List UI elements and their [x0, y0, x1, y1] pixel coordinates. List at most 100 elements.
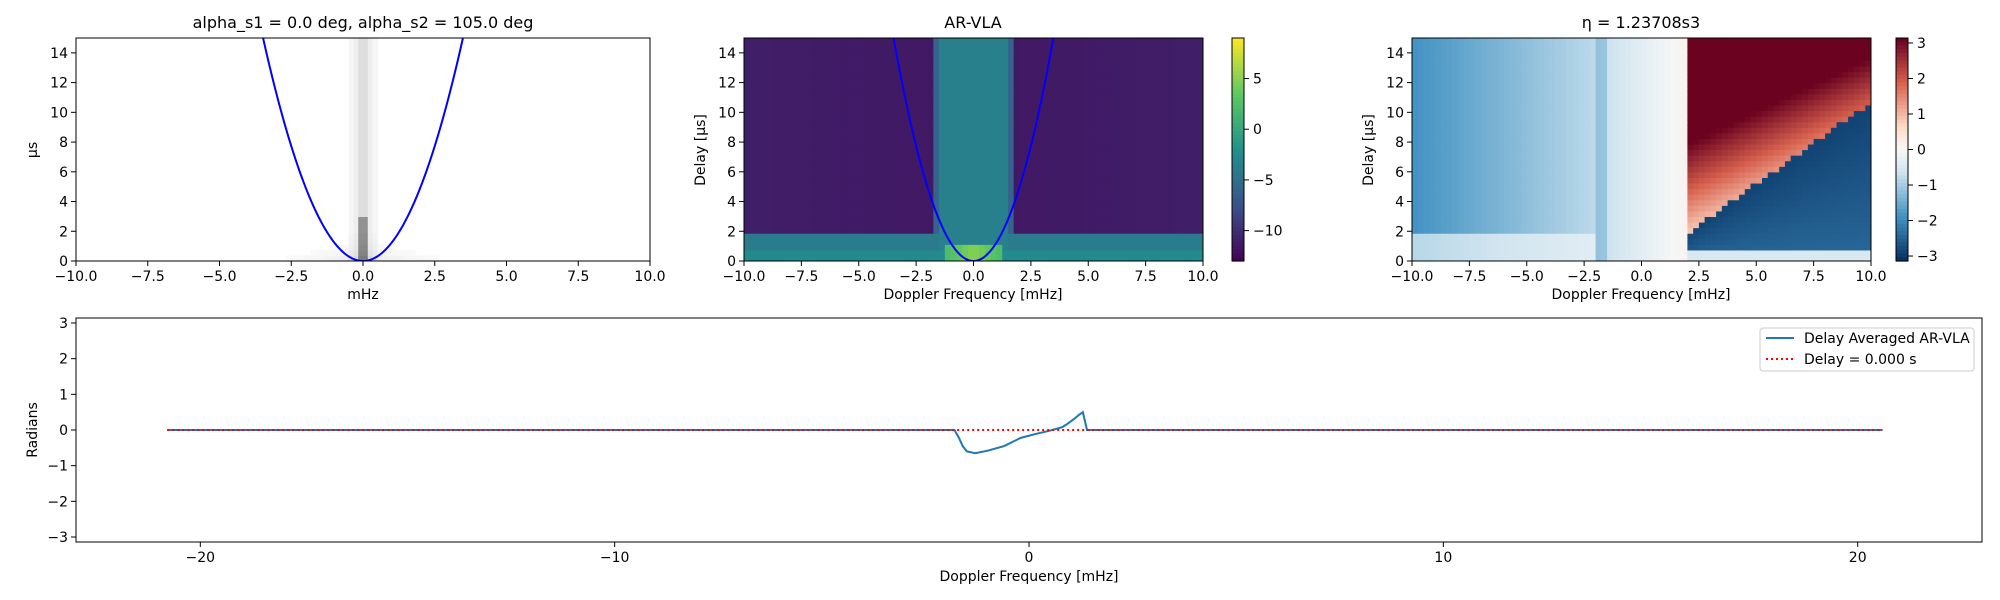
heatmap-cell — [772, 127, 780, 134]
heatmap-cell — [1658, 221, 1666, 229]
heatmap-cell — [1452, 205, 1459, 212]
heatmap-cell — [1853, 199, 1861, 206]
heatmap-cell — [1082, 43, 1089, 50]
heatmap-cell — [853, 82, 860, 89]
heatmap-cell — [1773, 171, 1780, 178]
heatmap-cell — [1053, 132, 1061, 139]
heatmap-cell — [1802, 166, 1809, 173]
heatmap-cell — [1463, 227, 1470, 234]
heatmap-cell — [1417, 244, 1425, 251]
heatmap-cell — [1036, 255, 1043, 261]
heatmap-cell — [353, 238, 359, 245]
heatmap-cell — [1618, 166, 1625, 173]
heatmap-cell — [967, 132, 975, 139]
heatmap-cell — [1842, 171, 1849, 178]
heatmap-cell — [881, 121, 889, 128]
heatmap-cell — [1151, 160, 1158, 167]
heatmap-cell — [1122, 166, 1130, 173]
heatmap-cell — [1071, 166, 1078, 173]
heatmap-cell — [835, 227, 843, 234]
heatmap-cell — [1710, 210, 1717, 217]
heatmap-cell — [401, 255, 407, 261]
heatmap-cell — [1561, 199, 1568, 206]
heatmap-cell — [807, 221, 814, 229]
heatmap-cell — [1162, 210, 1170, 217]
heatmap-cell — [801, 182, 808, 190]
heatmap-cell — [1088, 110, 1095, 117]
heatmap-cell — [875, 182, 883, 190]
heatmap-cell — [749, 121, 757, 128]
heatmap-cell — [818, 143, 825, 151]
heatmap-cell — [1128, 38, 1135, 45]
heatmap-cell — [858, 155, 866, 162]
heatmap-cell — [1059, 54, 1066, 61]
heatmap-cell — [1698, 194, 1706, 201]
heatmap-cell — [1093, 43, 1101, 50]
heatmap-cell — [1761, 188, 1769, 195]
heatmap-cell — [801, 199, 808, 206]
heatmap-cell — [744, 93, 751, 100]
heatmap-cell — [1105, 160, 1112, 167]
heatmap-cell — [1463, 233, 1470, 240]
heatmap-cell — [1652, 205, 1660, 212]
heatmap-cell — [1446, 194, 1453, 201]
heatmap-cell — [363, 249, 369, 257]
heatmap-cell — [835, 104, 843, 112]
heatmap-cell — [1773, 188, 1780, 195]
heatmap-cell — [377, 244, 383, 251]
heatmap-cell — [835, 60, 843, 67]
heatmap-cell — [1111, 244, 1118, 251]
heatmap-cell — [990, 171, 998, 178]
heatmap-cell — [824, 65, 831, 73]
heatmap-cell — [847, 244, 854, 251]
heatmap-cell — [973, 227, 980, 234]
heatmap-cell — [996, 155, 1003, 162]
heatmap-cell — [1197, 249, 1203, 257]
heatmap-cell — [1053, 71, 1061, 78]
heatmap-cell — [1088, 188, 1095, 195]
heatmap-cell — [956, 99, 963, 106]
heatmap-cell — [1180, 71, 1187, 78]
heatmap-cell — [979, 171, 986, 178]
heatmap-cell — [348, 116, 355, 123]
heatmap-cell — [1830, 194, 1838, 201]
heatmap-cell — [348, 143, 355, 151]
heatmap-cell — [1157, 160, 1164, 167]
heatmap-cell — [1779, 194, 1786, 201]
heatmap-cell — [927, 238, 934, 245]
heatmap-cell — [1807, 166, 1815, 173]
heatmap-cell — [1641, 194, 1648, 201]
heatmap-cell — [812, 65, 820, 73]
heatmap-cell — [853, 99, 860, 106]
heatmap-cell — [1721, 171, 1729, 178]
heatmap-cell — [358, 99, 364, 106]
heatmap-cell — [1036, 249, 1043, 257]
heatmap-cell — [996, 82, 1003, 89]
heatmap-cell — [1630, 177, 1637, 184]
heatmap-cell — [864, 249, 871, 257]
heatmap-cell — [801, 38, 808, 45]
heatmap-cell — [1162, 99, 1170, 106]
heatmap-cell — [1162, 82, 1170, 89]
heatmap-cell — [1042, 127, 1049, 134]
heatmap-cell — [778, 65, 785, 73]
heatmap-cell — [1019, 121, 1026, 128]
heatmap-cell — [898, 121, 906, 128]
heatmap-cell — [801, 43, 808, 50]
heatmap-cell — [841, 49, 848, 56]
heatmap-cell — [1641, 177, 1648, 184]
heatmap-cell — [1036, 65, 1043, 73]
heatmap-cell — [1151, 82, 1158, 89]
heatmap-cell — [1756, 188, 1763, 195]
heatmap-cell — [1423, 205, 1430, 212]
heatmap-cell — [979, 71, 986, 78]
heatmap-cell — [1503, 166, 1511, 173]
heatmap-cell — [939, 244, 946, 251]
heatmap-cell — [1042, 155, 1049, 162]
heatmap-cell — [853, 77, 860, 84]
heatmap-cell — [353, 160, 359, 167]
heatmap-cell — [1589, 249, 1597, 257]
heatmap-cell — [1071, 54, 1078, 61]
heatmap-cell — [1134, 194, 1141, 201]
heatmap-cell — [1848, 199, 1855, 206]
